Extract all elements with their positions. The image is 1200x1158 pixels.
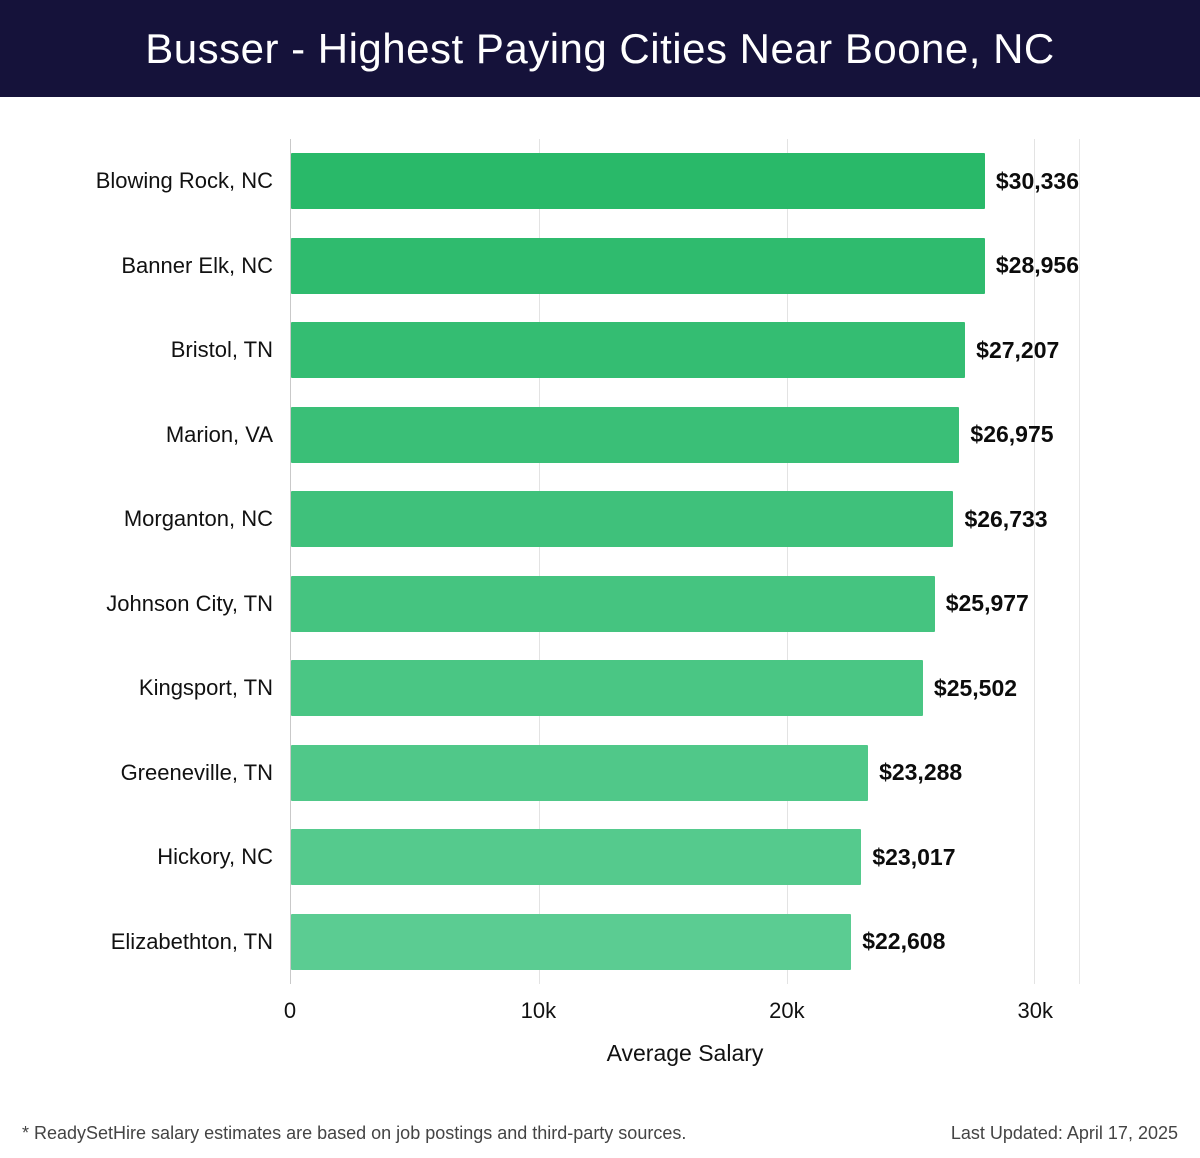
x-tick-label: 20k [769, 998, 805, 1023]
bar-row: Banner Elk, NC $28,956 [121, 224, 1079, 309]
bar [291, 829, 862, 886]
bar-row: Blowing Rock, NC $30,336 [96, 139, 1079, 224]
category-label: Johnson City, TN [106, 590, 273, 616]
value-label: $26,975 [970, 421, 1054, 448]
source-note: * ReadySetHire salary estimates are base… [22, 1123, 687, 1143]
bar [291, 322, 966, 379]
bar-row: Johnson City, TN $25,977 [106, 562, 1079, 647]
x-axis-ticks: 0 10k 20k 30k [284, 992, 1080, 1026]
bar-row: Morganton, NC $26,733 [124, 477, 1079, 562]
bar-row: Kingsport, TN $25,502 [139, 646, 1079, 731]
bar-row: Hickory, NC $23,017 [157, 815, 1079, 900]
bar-row: Elizabethton, TN $22,608 [111, 900, 1079, 985]
value-label: $23,288 [879, 759, 963, 786]
category-label: Elizabethton, TN [110, 928, 273, 954]
gridline [786, 139, 788, 984]
bar [291, 153, 985, 210]
bar [291, 491, 954, 548]
x-axis-label: Average Salary [606, 1040, 764, 1066]
bar [291, 913, 852, 970]
bar-row: Marion, VA $26,975 [166, 393, 1079, 478]
x-tick-label: 0 [283, 998, 297, 1023]
header: Busser - Highest Paying Cities Near Boon… [0, 0, 1200, 97]
footer: * ReadySetHire salary estimates are base… [0, 1123, 1200, 1144]
category-label: Bristol, TN [170, 337, 273, 363]
x-tick-label: 30k [1017, 998, 1054, 1023]
category-label: Morganton, NC [123, 506, 273, 532]
value-label: $30,336 [995, 167, 1079, 194]
category-label: Hickory, NC [157, 844, 273, 870]
bar [291, 406, 960, 463]
value-label: $26,733 [964, 505, 1048, 532]
bar [291, 237, 985, 294]
bar [291, 660, 923, 717]
category-label: Marion, VA [165, 421, 273, 447]
value-label: $25,502 [933, 674, 1018, 701]
value-label: $27,207 [976, 336, 1060, 363]
category-label: Kingsport, TN [138, 675, 273, 701]
value-label: $28,956 [995, 252, 1079, 279]
bar-row: Greeneville, TN $23,288 [121, 731, 1079, 816]
bar-row: Bristol, TN $27,207 [171, 308, 1079, 393]
value-label: $23,017 [872, 843, 956, 870]
gridline [1034, 139, 1036, 984]
category-label: Greeneville, TN [120, 759, 273, 785]
gridline [538, 139, 540, 984]
x-tick-label: 10k [520, 998, 557, 1023]
chart-title: Busser - Highest Paying Cities Near Boon… [145, 24, 1055, 72]
plot-area: Blowing Rock, NC $30,336 Banner Elk, NC $28… [96, 139, 1080, 985]
category-label: Blowing Rock, NC [95, 168, 273, 194]
value-label: $22,608 [862, 928, 946, 955]
bar [291, 744, 869, 801]
value-label: $25,977 [945, 590, 1029, 617]
category-label: Banner Elk, NC [121, 252, 273, 278]
last-updated: Last Updated: April 17, 2025 [950, 1123, 1178, 1143]
bar [291, 575, 935, 632]
